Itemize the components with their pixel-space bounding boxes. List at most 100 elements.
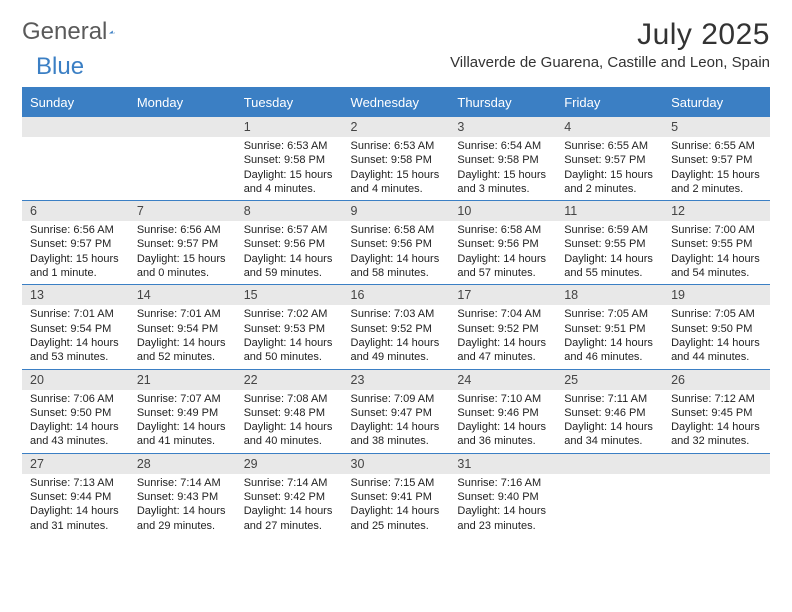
sunset-text: Sunset: 9:46 PM <box>457 406 548 420</box>
sunrise-text: Sunrise: 6:53 AM <box>244 139 335 153</box>
sunrise-text: Sunrise: 7:09 AM <box>351 392 442 406</box>
logo: General <box>22 18 139 46</box>
calendar-day-cell: 5Sunrise: 6:55 AMSunset: 9:57 PMDaylight… <box>663 117 770 201</box>
day-number: 14 <box>129 285 236 305</box>
sunrise-text: Sunrise: 6:58 AM <box>351 223 442 237</box>
day-number: 28 <box>129 454 236 474</box>
daylight-text: Daylight: 14 hours and 31 minutes. <box>30 504 121 533</box>
sunrise-text: Sunrise: 7:11 AM <box>564 392 655 406</box>
day-content: Sunrise: 7:06 AMSunset: 9:50 PMDaylight:… <box>22 390 129 453</box>
daylight-text: Daylight: 14 hours and 41 minutes. <box>137 420 228 449</box>
calendar-day-cell: 9Sunrise: 6:58 AMSunset: 9:56 PMDaylight… <box>343 201 450 285</box>
day-number: 18 <box>556 285 663 305</box>
sunrise-text: Sunrise: 7:04 AM <box>457 307 548 321</box>
calendar-day-cell: 23Sunrise: 7:09 AMSunset: 9:47 PMDayligh… <box>343 369 450 453</box>
sunset-text: Sunset: 9:53 PM <box>244 322 335 336</box>
sunset-text: Sunset: 9:47 PM <box>351 406 442 420</box>
day-content: Sunrise: 6:58 AMSunset: 9:56 PMDaylight:… <box>343 221 450 284</box>
logo-text-2: Blue <box>36 53 84 80</box>
daylight-text: Daylight: 15 hours and 1 minute. <box>30 252 121 281</box>
daylight-text: Daylight: 14 hours and 27 minutes. <box>244 504 335 533</box>
calendar-day-cell: 2Sunrise: 6:53 AMSunset: 9:58 PMDaylight… <box>343 117 450 201</box>
daylight-text: Daylight: 15 hours and 2 minutes. <box>671 168 762 197</box>
sunset-text: Sunset: 9:43 PM <box>137 490 228 504</box>
sunset-text: Sunset: 9:52 PM <box>457 322 548 336</box>
sunrise-text: Sunrise: 6:58 AM <box>457 223 548 237</box>
sunrise-text: Sunrise: 7:03 AM <box>351 307 442 321</box>
calendar-day-cell: 28Sunrise: 7:14 AMSunset: 9:43 PMDayligh… <box>129 453 236 537</box>
weekday-header: Sunday <box>22 88 129 117</box>
sunrise-text: Sunrise: 6:56 AM <box>137 223 228 237</box>
day-number: 15 <box>236 285 343 305</box>
sunrise-text: Sunrise: 7:10 AM <box>457 392 548 406</box>
day-content: Sunrise: 6:53 AMSunset: 9:58 PMDaylight:… <box>343 137 450 200</box>
day-number: 13 <box>22 285 129 305</box>
sunset-text: Sunset: 9:54 PM <box>30 322 121 336</box>
calendar-day-cell: 19Sunrise: 7:05 AMSunset: 9:50 PMDayligh… <box>663 285 770 369</box>
day-number: 31 <box>449 454 556 474</box>
sunset-text: Sunset: 9:56 PM <box>244 237 335 251</box>
sunrise-text: Sunrise: 7:13 AM <box>30 476 121 490</box>
daylight-text: Daylight: 14 hours and 49 minutes. <box>351 336 442 365</box>
day-number: 5 <box>663 117 770 137</box>
weekday-header: Saturday <box>663 88 770 117</box>
calendar-day-cell: 22Sunrise: 7:08 AMSunset: 9:48 PMDayligh… <box>236 369 343 453</box>
calendar-day-cell: 15Sunrise: 7:02 AMSunset: 9:53 PMDayligh… <box>236 285 343 369</box>
daylight-text: Daylight: 15 hours and 3 minutes. <box>457 168 548 197</box>
day-content <box>556 474 663 524</box>
daylight-text: Daylight: 14 hours and 58 minutes. <box>351 252 442 281</box>
day-content: Sunrise: 6:59 AMSunset: 9:55 PMDaylight:… <box>556 221 663 284</box>
sunset-text: Sunset: 9:50 PM <box>30 406 121 420</box>
weekday-header: Tuesday <box>236 88 343 117</box>
sunset-text: Sunset: 9:58 PM <box>351 153 442 167</box>
sunrise-text: Sunrise: 7:07 AM <box>137 392 228 406</box>
sunrise-text: Sunrise: 7:16 AM <box>457 476 548 490</box>
calendar-day-cell: 30Sunrise: 7:15 AMSunset: 9:41 PMDayligh… <box>343 453 450 537</box>
sunset-text: Sunset: 9:57 PM <box>564 153 655 167</box>
calendar-day-cell: 21Sunrise: 7:07 AMSunset: 9:49 PMDayligh… <box>129 369 236 453</box>
day-number: 27 <box>22 454 129 474</box>
day-content: Sunrise: 7:14 AMSunset: 9:42 PMDaylight:… <box>236 474 343 537</box>
day-number: 20 <box>22 370 129 390</box>
day-number: 25 <box>556 370 663 390</box>
day-content: Sunrise: 7:09 AMSunset: 9:47 PMDaylight:… <box>343 390 450 453</box>
daylight-text: Daylight: 14 hours and 53 minutes. <box>30 336 121 365</box>
sunset-text: Sunset: 9:52 PM <box>351 322 442 336</box>
weekday-header-row: Sunday Monday Tuesday Wednesday Thursday… <box>22 88 770 117</box>
sunrise-text: Sunrise: 7:02 AM <box>244 307 335 321</box>
daylight-text: Daylight: 14 hours and 52 minutes. <box>137 336 228 365</box>
calendar-day-cell: 11Sunrise: 6:59 AMSunset: 9:55 PMDayligh… <box>556 201 663 285</box>
day-number: 10 <box>449 201 556 221</box>
calendar-day-cell <box>129 117 236 201</box>
day-number: 6 <box>22 201 129 221</box>
calendar-day-cell: 12Sunrise: 7:00 AMSunset: 9:55 PMDayligh… <box>663 201 770 285</box>
daylight-text: Daylight: 15 hours and 2 minutes. <box>564 168 655 197</box>
calendar-day-cell <box>556 453 663 537</box>
day-content: Sunrise: 7:01 AMSunset: 9:54 PMDaylight:… <box>129 305 236 368</box>
daylight-text: Daylight: 14 hours and 40 minutes. <box>244 420 335 449</box>
sunrise-text: Sunrise: 6:55 AM <box>671 139 762 153</box>
day-content: Sunrise: 6:56 AMSunset: 9:57 PMDaylight:… <box>129 221 236 284</box>
daylight-text: Daylight: 14 hours and 36 minutes. <box>457 420 548 449</box>
sunrise-text: Sunrise: 7:08 AM <box>244 392 335 406</box>
day-content: Sunrise: 7:10 AMSunset: 9:46 PMDaylight:… <box>449 390 556 453</box>
daylight-text: Daylight: 14 hours and 47 minutes. <box>457 336 548 365</box>
calendar-day-cell: 20Sunrise: 7:06 AMSunset: 9:50 PMDayligh… <box>22 369 129 453</box>
day-content <box>663 474 770 524</box>
sunset-text: Sunset: 9:54 PM <box>137 322 228 336</box>
sunrise-text: Sunrise: 6:59 AM <box>564 223 655 237</box>
calendar-week-row: 6Sunrise: 6:56 AMSunset: 9:57 PMDaylight… <box>22 201 770 285</box>
sunrise-text: Sunrise: 7:01 AM <box>30 307 121 321</box>
calendar-day-cell: 29Sunrise: 7:14 AMSunset: 9:42 PMDayligh… <box>236 453 343 537</box>
day-content: Sunrise: 7:05 AMSunset: 9:50 PMDaylight:… <box>663 305 770 368</box>
day-content: Sunrise: 7:16 AMSunset: 9:40 PMDaylight:… <box>449 474 556 537</box>
calendar-day-cell: 31Sunrise: 7:16 AMSunset: 9:40 PMDayligh… <box>449 453 556 537</box>
sunset-text: Sunset: 9:40 PM <box>457 490 548 504</box>
day-content: Sunrise: 6:58 AMSunset: 9:56 PMDaylight:… <box>449 221 556 284</box>
sunset-text: Sunset: 9:57 PM <box>137 237 228 251</box>
weekday-header: Monday <box>129 88 236 117</box>
calendar-day-cell: 3Sunrise: 6:54 AMSunset: 9:58 PMDaylight… <box>449 117 556 201</box>
daylight-text: Daylight: 14 hours and 32 minutes. <box>671 420 762 449</box>
sunset-text: Sunset: 9:55 PM <box>671 237 762 251</box>
sunset-text: Sunset: 9:42 PM <box>244 490 335 504</box>
